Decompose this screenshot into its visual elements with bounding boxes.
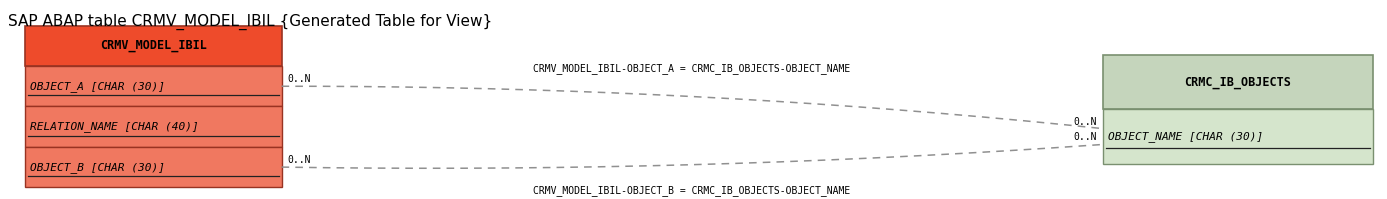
Text: CRMV_MODEL_IBIL-OBJECT_B = CRMC_IB_OBJECTS-OBJECT_NAME: CRMV_MODEL_IBIL-OBJECT_B = CRMC_IB_OBJEC… (534, 185, 850, 196)
Text: OBJECT_NAME [CHAR (30)]: OBJECT_NAME [CHAR (30)] (1108, 131, 1264, 142)
Bar (25, 106, 282, 147)
Bar (25, 66, 282, 106)
Text: SAP ABAP table CRMV_MODEL_IBIL {Generated Table for View}: SAP ABAP table CRMV_MODEL_IBIL {Generate… (8, 14, 492, 30)
Text: CRMC_IB_OBJECTS: CRMC_IB_OBJECTS (1184, 76, 1291, 89)
Bar (1103, 55, 1373, 109)
Text: OBJECT_A [CHAR (30)]: OBJECT_A [CHAR (30)] (31, 81, 165, 92)
Bar (1103, 109, 1373, 164)
Bar (25, 26, 282, 66)
Text: RELATION_NAME [CHAR (40)]: RELATION_NAME [CHAR (40)] (31, 121, 198, 132)
Text: 0..N: 0..N (287, 74, 311, 84)
Text: 0..N: 0..N (1074, 133, 1097, 142)
Text: CRMV_MODEL_IBIL: CRMV_MODEL_IBIL (100, 39, 207, 52)
Bar (25, 147, 282, 187)
Text: OBJECT_B [CHAR (30)]: OBJECT_B [CHAR (30)] (31, 162, 165, 173)
Text: CRMV_MODEL_IBIL-OBJECT_A = CRMC_IB_OBJECTS-OBJECT_NAME: CRMV_MODEL_IBIL-OBJECT_A = CRMC_IB_OBJEC… (534, 63, 850, 74)
Text: 0..N: 0..N (1074, 117, 1097, 127)
Text: 0..N: 0..N (287, 155, 311, 165)
